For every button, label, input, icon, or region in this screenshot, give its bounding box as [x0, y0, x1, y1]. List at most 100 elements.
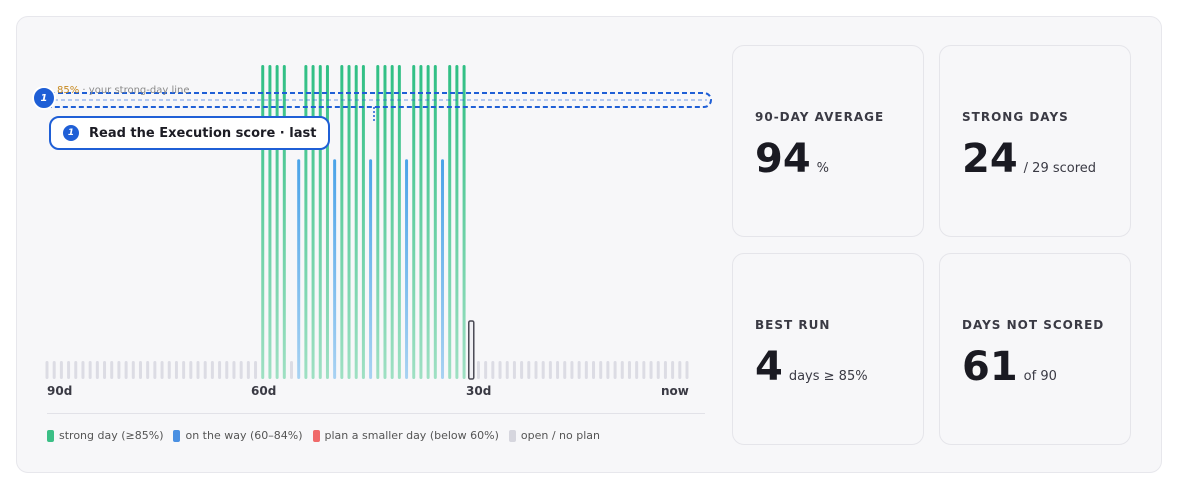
- stat-value-best-run: 4: [755, 344, 783, 390]
- bar-open[interactable]: [160, 361, 164, 379]
- bar-open[interactable]: [606, 361, 610, 379]
- bar-strong[interactable]: [325, 65, 329, 379]
- bar-strong[interactable]: [354, 65, 358, 379]
- bar-open[interactable]: [649, 361, 653, 379]
- bar-open[interactable]: [131, 361, 135, 379]
- bar-open[interactable]: [45, 361, 49, 379]
- bar-open[interactable]: [117, 361, 121, 379]
- bar-open[interactable]: [74, 361, 78, 379]
- bar-open[interactable]: [153, 361, 157, 379]
- bar-open[interactable]: [584, 361, 588, 379]
- bar-open[interactable]: [570, 361, 574, 379]
- bar-open[interactable]: [678, 361, 682, 379]
- callout-tooltip[interactable]: 1 Read the Execution score · last: [49, 116, 331, 150]
- bar-open[interactable]: [146, 361, 150, 379]
- bar-open[interactable]: [656, 361, 660, 379]
- bar-open[interactable]: [599, 361, 603, 379]
- bar-open[interactable]: [218, 361, 222, 379]
- bar-strong[interactable]: [261, 65, 265, 379]
- chart-legend: strong day (≥85%) on the way (60–84%) pl…: [47, 429, 600, 442]
- bar-open[interactable]: [174, 361, 178, 379]
- bar-strong[interactable]: [412, 65, 416, 379]
- bar-open[interactable]: [505, 361, 509, 379]
- bar-open[interactable]: [124, 361, 128, 379]
- bar-strong[interactable]: [282, 65, 286, 379]
- bar-open[interactable]: [182, 361, 186, 379]
- bar-on-the-way[interactable]: [297, 159, 301, 379]
- bar-strong[interactable]: [433, 65, 437, 379]
- bar-on-the-way[interactable]: [369, 159, 373, 379]
- bar-open[interactable]: [239, 361, 243, 379]
- bar-open[interactable]: [59, 361, 63, 379]
- bar-on-the-way[interactable]: [405, 159, 409, 379]
- bar-strong[interactable]: [397, 65, 401, 379]
- bar-strong[interactable]: [347, 65, 351, 379]
- bar-open[interactable]: [203, 361, 207, 379]
- bar-today[interactable]: [468, 320, 475, 380]
- bar-strong[interactable]: [455, 65, 459, 379]
- bar-open[interactable]: [67, 361, 71, 379]
- bar-open[interactable]: [548, 361, 552, 379]
- bar-open[interactable]: [88, 361, 92, 379]
- bar-open[interactable]: [577, 361, 581, 379]
- bar-strong[interactable]: [376, 65, 380, 379]
- bar-open[interactable]: [663, 361, 667, 379]
- bar-strong[interactable]: [390, 65, 394, 379]
- bar-on-the-way[interactable]: [441, 159, 445, 379]
- bar-strong[interactable]: [426, 65, 430, 379]
- bar-open[interactable]: [232, 361, 236, 379]
- bar-open[interactable]: [289, 361, 293, 379]
- bar-open[interactable]: [484, 361, 488, 379]
- stat-card-strong-days: STRONG DAYS 24 / 29 scored: [939, 45, 1131, 237]
- bar-open[interactable]: [189, 361, 193, 379]
- bar-open[interactable]: [167, 361, 171, 379]
- bar-strong[interactable]: [304, 65, 308, 379]
- bar-open[interactable]: [138, 361, 142, 379]
- bar-open[interactable]: [527, 361, 531, 379]
- bar-strong[interactable]: [318, 65, 322, 379]
- bar-strong[interactable]: [311, 65, 315, 379]
- bar-strong[interactable]: [462, 65, 466, 379]
- bar-open[interactable]: [52, 361, 56, 379]
- bar-open[interactable]: [592, 361, 596, 379]
- x-tick-90d: 90d: [47, 384, 73, 398]
- bar-on-the-way[interactable]: [333, 159, 337, 379]
- bar-open[interactable]: [520, 361, 524, 379]
- bar-open[interactable]: [246, 361, 250, 379]
- bar-open[interactable]: [620, 361, 624, 379]
- stat-label-best-run: BEST RUN: [755, 318, 831, 332]
- bar-open[interactable]: [491, 361, 495, 379]
- bar-open[interactable]: [556, 361, 560, 379]
- bar-open[interactable]: [95, 361, 99, 379]
- bar-open[interactable]: [685, 361, 689, 379]
- bar-open[interactable]: [541, 361, 545, 379]
- bar-open[interactable]: [498, 361, 502, 379]
- strong-line-text: · your strong-day line: [82, 85, 190, 96]
- bar-strong[interactable]: [383, 65, 387, 379]
- step-badge[interactable]: 1: [32, 86, 56, 110]
- bar-open[interactable]: [642, 361, 646, 379]
- bar-open[interactable]: [225, 361, 229, 379]
- bar-strong[interactable]: [361, 65, 365, 379]
- bar-strong[interactable]: [275, 65, 279, 379]
- bar-open[interactable]: [110, 361, 114, 379]
- bar-open[interactable]: [81, 361, 85, 379]
- bar-open[interactable]: [476, 361, 480, 379]
- bar-strong[interactable]: [448, 65, 452, 379]
- bar-open[interactable]: [635, 361, 639, 379]
- legend-item-open: open / no plan: [508, 429, 600, 442]
- bar-open[interactable]: [254, 361, 258, 379]
- bar-open[interactable]: [563, 361, 567, 379]
- bar-open[interactable]: [210, 361, 214, 379]
- bar-open[interactable]: [671, 361, 675, 379]
- bar-open[interactable]: [196, 361, 200, 379]
- stat-unit-best-run: days ≥ 85%: [788, 369, 868, 384]
- bar-strong[interactable]: [340, 65, 344, 379]
- bar-open[interactable]: [512, 361, 516, 379]
- bar-open[interactable]: [103, 361, 107, 379]
- bar-open[interactable]: [627, 361, 631, 379]
- bar-open[interactable]: [613, 361, 617, 379]
- bar-strong[interactable]: [268, 65, 272, 379]
- bar-strong[interactable]: [419, 65, 423, 379]
- bar-open[interactable]: [534, 361, 538, 379]
